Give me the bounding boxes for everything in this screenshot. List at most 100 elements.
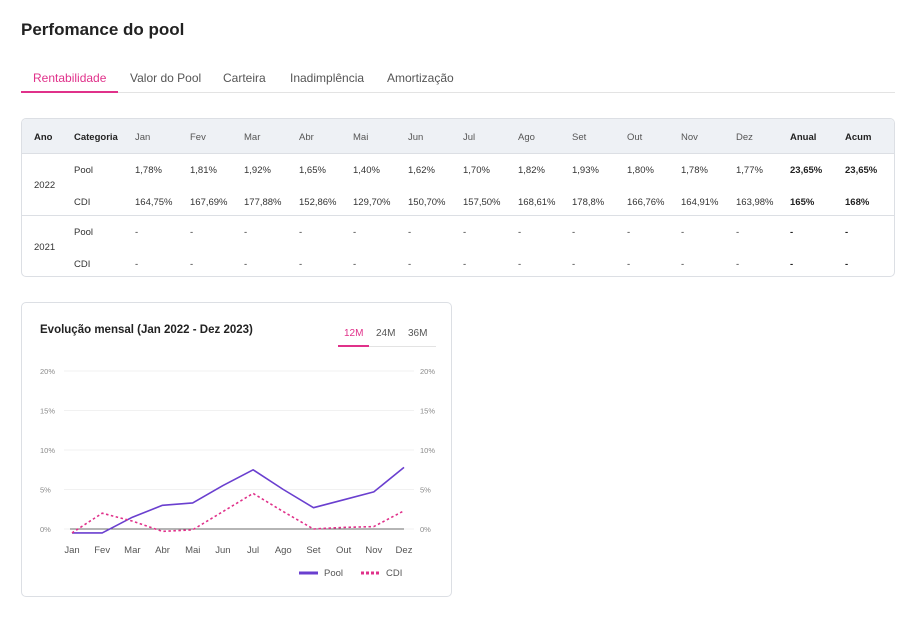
acum-cell: - bbox=[845, 227, 849, 238]
header-set: Set bbox=[572, 132, 587, 143]
header-ago: Ago bbox=[518, 132, 535, 143]
month-value-cell: 1,93% bbox=[572, 165, 599, 176]
month-value-cell: - bbox=[135, 259, 139, 270]
range-tab-36m[interactable]: 36M bbox=[408, 328, 428, 339]
y-tick-label-right: 10% bbox=[420, 446, 435, 455]
y-tick-label-right: 0% bbox=[420, 525, 431, 534]
x-tick-label: Mai bbox=[185, 545, 200, 556]
month-value-cell: 157,50% bbox=[463, 197, 501, 208]
y-tick-label-right: 5% bbox=[420, 486, 431, 495]
month-value-cell: 1,65% bbox=[299, 165, 326, 176]
month-value-cell: 1,40% bbox=[353, 165, 380, 176]
month-value-cell: - bbox=[353, 259, 357, 270]
month-value-cell: 1,78% bbox=[681, 165, 708, 176]
header-acum: Acum bbox=[845, 132, 872, 143]
year-cell: 2021 bbox=[34, 242, 56, 253]
header-dez: Dez bbox=[736, 132, 753, 143]
month-value-cell: 164,91% bbox=[681, 197, 719, 208]
month-value-cell: 129,70% bbox=[353, 197, 391, 208]
x-tick-label: Abr bbox=[155, 545, 170, 556]
x-tick-label: Fev bbox=[94, 545, 110, 556]
x-tick-label: Dez bbox=[396, 545, 413, 556]
y-tick-label-left: 10% bbox=[40, 446, 55, 455]
header-anual: Anual bbox=[790, 132, 817, 143]
month-value-cell: - bbox=[299, 227, 303, 238]
category-cell: CDI bbox=[74, 259, 91, 270]
y-tick-label-left: 20% bbox=[40, 367, 55, 376]
header-nov: Nov bbox=[681, 132, 698, 143]
series-line-cdi bbox=[71, 492, 405, 534]
month-value-cell: - bbox=[244, 227, 248, 238]
month-value-cell: 1,80% bbox=[627, 165, 654, 176]
year-cell: 2022 bbox=[34, 180, 56, 191]
month-value-cell: - bbox=[299, 259, 303, 270]
header-jan: Jan bbox=[135, 132, 151, 143]
month-value-cell: - bbox=[572, 227, 576, 238]
header-out: Out bbox=[627, 132, 643, 143]
month-value-cell: 152,86% bbox=[299, 197, 337, 208]
anual-cell: 23,65% bbox=[790, 165, 823, 176]
page-title: Perfomance do pool bbox=[21, 20, 185, 39]
header-fev: Fev bbox=[190, 132, 206, 143]
row-group-divider bbox=[22, 215, 894, 216]
month-value-cell: 178,8% bbox=[572, 197, 605, 208]
month-value-cell: - bbox=[736, 259, 740, 270]
month-value-cell: - bbox=[408, 227, 412, 238]
month-value-cell: 1,78% bbox=[135, 165, 162, 176]
acum-cell: 168% bbox=[845, 197, 870, 208]
month-value-cell: - bbox=[190, 259, 194, 270]
month-value-cell: - bbox=[627, 227, 631, 238]
acum-cell: - bbox=[845, 259, 849, 270]
range-tab-12m[interactable]: 12M bbox=[344, 328, 364, 339]
month-value-cell: 163,98% bbox=[736, 197, 774, 208]
header-abr: Abr bbox=[299, 132, 314, 143]
y-tick-label-right: 15% bbox=[420, 407, 435, 416]
month-value-cell: - bbox=[244, 259, 248, 270]
header-jul: Jul bbox=[463, 132, 476, 143]
month-value-cell: - bbox=[463, 227, 467, 238]
month-value-cell: 1,92% bbox=[244, 165, 271, 176]
month-value-cell: - bbox=[353, 227, 357, 238]
month-value-cell: - bbox=[572, 259, 576, 270]
category-cell: Pool bbox=[74, 165, 94, 176]
anual-cell: - bbox=[790, 227, 794, 238]
active-range-indicator bbox=[338, 345, 369, 347]
x-tick-label: Out bbox=[336, 545, 352, 556]
range-tab-24m[interactable]: 24M bbox=[376, 328, 396, 339]
header-categoria: Categoria bbox=[74, 132, 118, 143]
month-value-cell: - bbox=[518, 227, 522, 238]
month-value-cell: - bbox=[518, 259, 522, 270]
acum-cell: 23,65% bbox=[845, 165, 878, 176]
tab-valor-do-pool[interactable]: Valor do Pool bbox=[130, 71, 202, 85]
x-tick-label: Mar bbox=[124, 545, 140, 556]
month-value-cell: - bbox=[681, 227, 685, 238]
month-value-cell: 164,75% bbox=[135, 197, 173, 208]
tab-inadimplencia[interactable]: Inadimplência bbox=[290, 71, 365, 85]
x-tick-label: Nov bbox=[365, 545, 382, 556]
month-value-cell: 1,81% bbox=[190, 165, 217, 176]
header-ano: Ano bbox=[34, 132, 53, 143]
tab-carteira[interactable]: Carteira bbox=[223, 71, 266, 85]
range-selector: 12M 24M 36M bbox=[338, 328, 436, 347]
tab-amortizacao[interactable]: Amortização bbox=[387, 71, 454, 85]
header-mai: Mai bbox=[353, 132, 369, 143]
x-tick-label: Set bbox=[306, 545, 321, 556]
anual-cell: 165% bbox=[790, 197, 815, 208]
y-tick-label-left: 0% bbox=[40, 525, 51, 534]
category-cell: Pool bbox=[74, 227, 94, 238]
y-tick-label-left: 15% bbox=[40, 407, 55, 416]
performance-table: Ano Categoria Jan Fev Mar Abr Mai Jun Jul Ago Set O… bbox=[21, 118, 895, 277]
header-jun: Jun bbox=[408, 132, 424, 143]
tab-bar: Rentabilidade Valor do Pool Carteira Ina… bbox=[21, 71, 895, 93]
chart-title: Evolução mensal (Jan 2022 - Dez 2023) bbox=[40, 324, 253, 336]
month-value-cell: 167,69% bbox=[190, 197, 228, 208]
y-tick-label-right: 20% bbox=[420, 367, 435, 376]
tab-rentabilidade[interactable]: Rentabilidade bbox=[33, 71, 107, 85]
month-value-cell: 150,70% bbox=[408, 197, 446, 208]
line-chart: 0% 0% 5% 5% 10% 10% 15% 15% 20% 20% Jan Fev Mar Abr Ma… bbox=[40, 367, 435, 579]
y-tick-label-left: 5% bbox=[40, 486, 51, 495]
active-tab-indicator bbox=[21, 91, 118, 93]
monthly-evolution-card: Evolução mensal (Jan 2022 - Dez 2023) 12… bbox=[21, 302, 452, 597]
month-value-cell: - bbox=[135, 227, 139, 238]
x-tick-label: Jan bbox=[64, 545, 79, 556]
